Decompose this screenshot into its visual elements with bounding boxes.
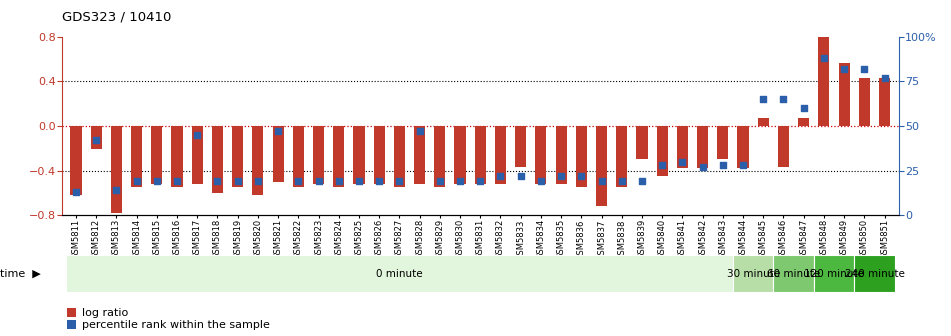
Point [270,129,285,134]
Bar [354,126,364,184]
Bar [232,126,243,187]
Bar [616,126,628,187]
Point [675,159,690,164]
Point [857,66,872,72]
Point [514,173,529,178]
Point [88,137,104,143]
Bar [475,126,486,184]
Bar [733,255,773,292]
Point [654,163,670,168]
Bar [839,62,849,126]
Bar [854,255,895,292]
Bar [758,118,768,126]
Point [573,173,589,178]
Point [210,178,225,184]
Text: GDS323 / 10410: GDS323 / 10410 [62,10,171,23]
Bar [636,126,648,159]
Bar [555,126,567,184]
Point [695,164,710,170]
Bar [374,126,385,184]
Point [837,66,852,72]
Bar [798,118,809,126]
Point [189,132,204,138]
Point [453,178,468,184]
Point [311,178,326,184]
Point [796,106,811,111]
Point [149,178,165,184]
Bar [778,126,789,167]
Point [432,178,447,184]
Point [594,178,610,184]
Bar [252,126,263,195]
Bar [717,126,728,159]
Point [877,75,892,81]
Bar [535,126,547,184]
Bar [414,126,425,184]
Bar [212,126,223,193]
Bar [819,37,829,126]
Point [634,178,650,184]
Point [756,97,771,102]
Point [715,163,730,168]
Point [68,189,84,195]
Bar [859,78,870,126]
Bar [293,126,304,187]
Point [392,178,407,184]
Bar [773,255,814,292]
Point [493,173,508,178]
Point [816,56,831,61]
Text: 60 minute: 60 minute [767,269,820,279]
Bar [394,126,405,187]
Text: 120 minute: 120 minute [805,269,864,279]
Bar [313,126,324,184]
Point [331,178,346,184]
Legend: log ratio, percentile rank within the sample: log ratio, percentile rank within the sa… [68,308,270,330]
Text: time  ▶: time ▶ [0,269,41,279]
Point [412,129,427,134]
Bar [455,126,466,184]
Point [351,178,366,184]
Point [230,178,245,184]
Bar [596,126,607,206]
Point [534,178,549,184]
Point [614,178,630,184]
Bar [333,126,344,187]
Bar [575,126,587,187]
Point [473,178,488,184]
Bar [656,126,668,176]
Bar [111,126,122,213]
Bar [66,255,733,292]
Point [553,173,569,178]
Point [291,178,306,184]
Bar [151,126,163,184]
Bar [515,126,526,167]
Bar [435,126,445,187]
Text: 30 minute: 30 minute [727,269,780,279]
Point [372,178,387,184]
Bar [90,126,102,150]
Point [250,178,265,184]
Bar [879,78,890,126]
Bar [677,126,688,168]
Bar [131,126,142,187]
Text: 0 minute: 0 minute [376,269,422,279]
Bar [70,126,82,195]
Text: 240 minute: 240 minute [844,269,904,279]
Point [169,178,184,184]
Bar [273,126,283,182]
Bar [171,126,183,187]
Bar [495,126,506,184]
Point [735,163,750,168]
Point [129,178,145,184]
Point [776,97,791,102]
Bar [814,255,854,292]
Bar [697,126,708,168]
Bar [192,126,203,184]
Bar [737,126,748,168]
Point [108,187,124,193]
